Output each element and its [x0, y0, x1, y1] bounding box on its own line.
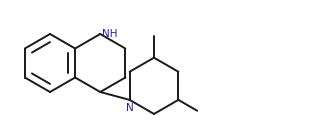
Text: N: N — [126, 103, 134, 113]
Text: NH: NH — [102, 29, 118, 39]
